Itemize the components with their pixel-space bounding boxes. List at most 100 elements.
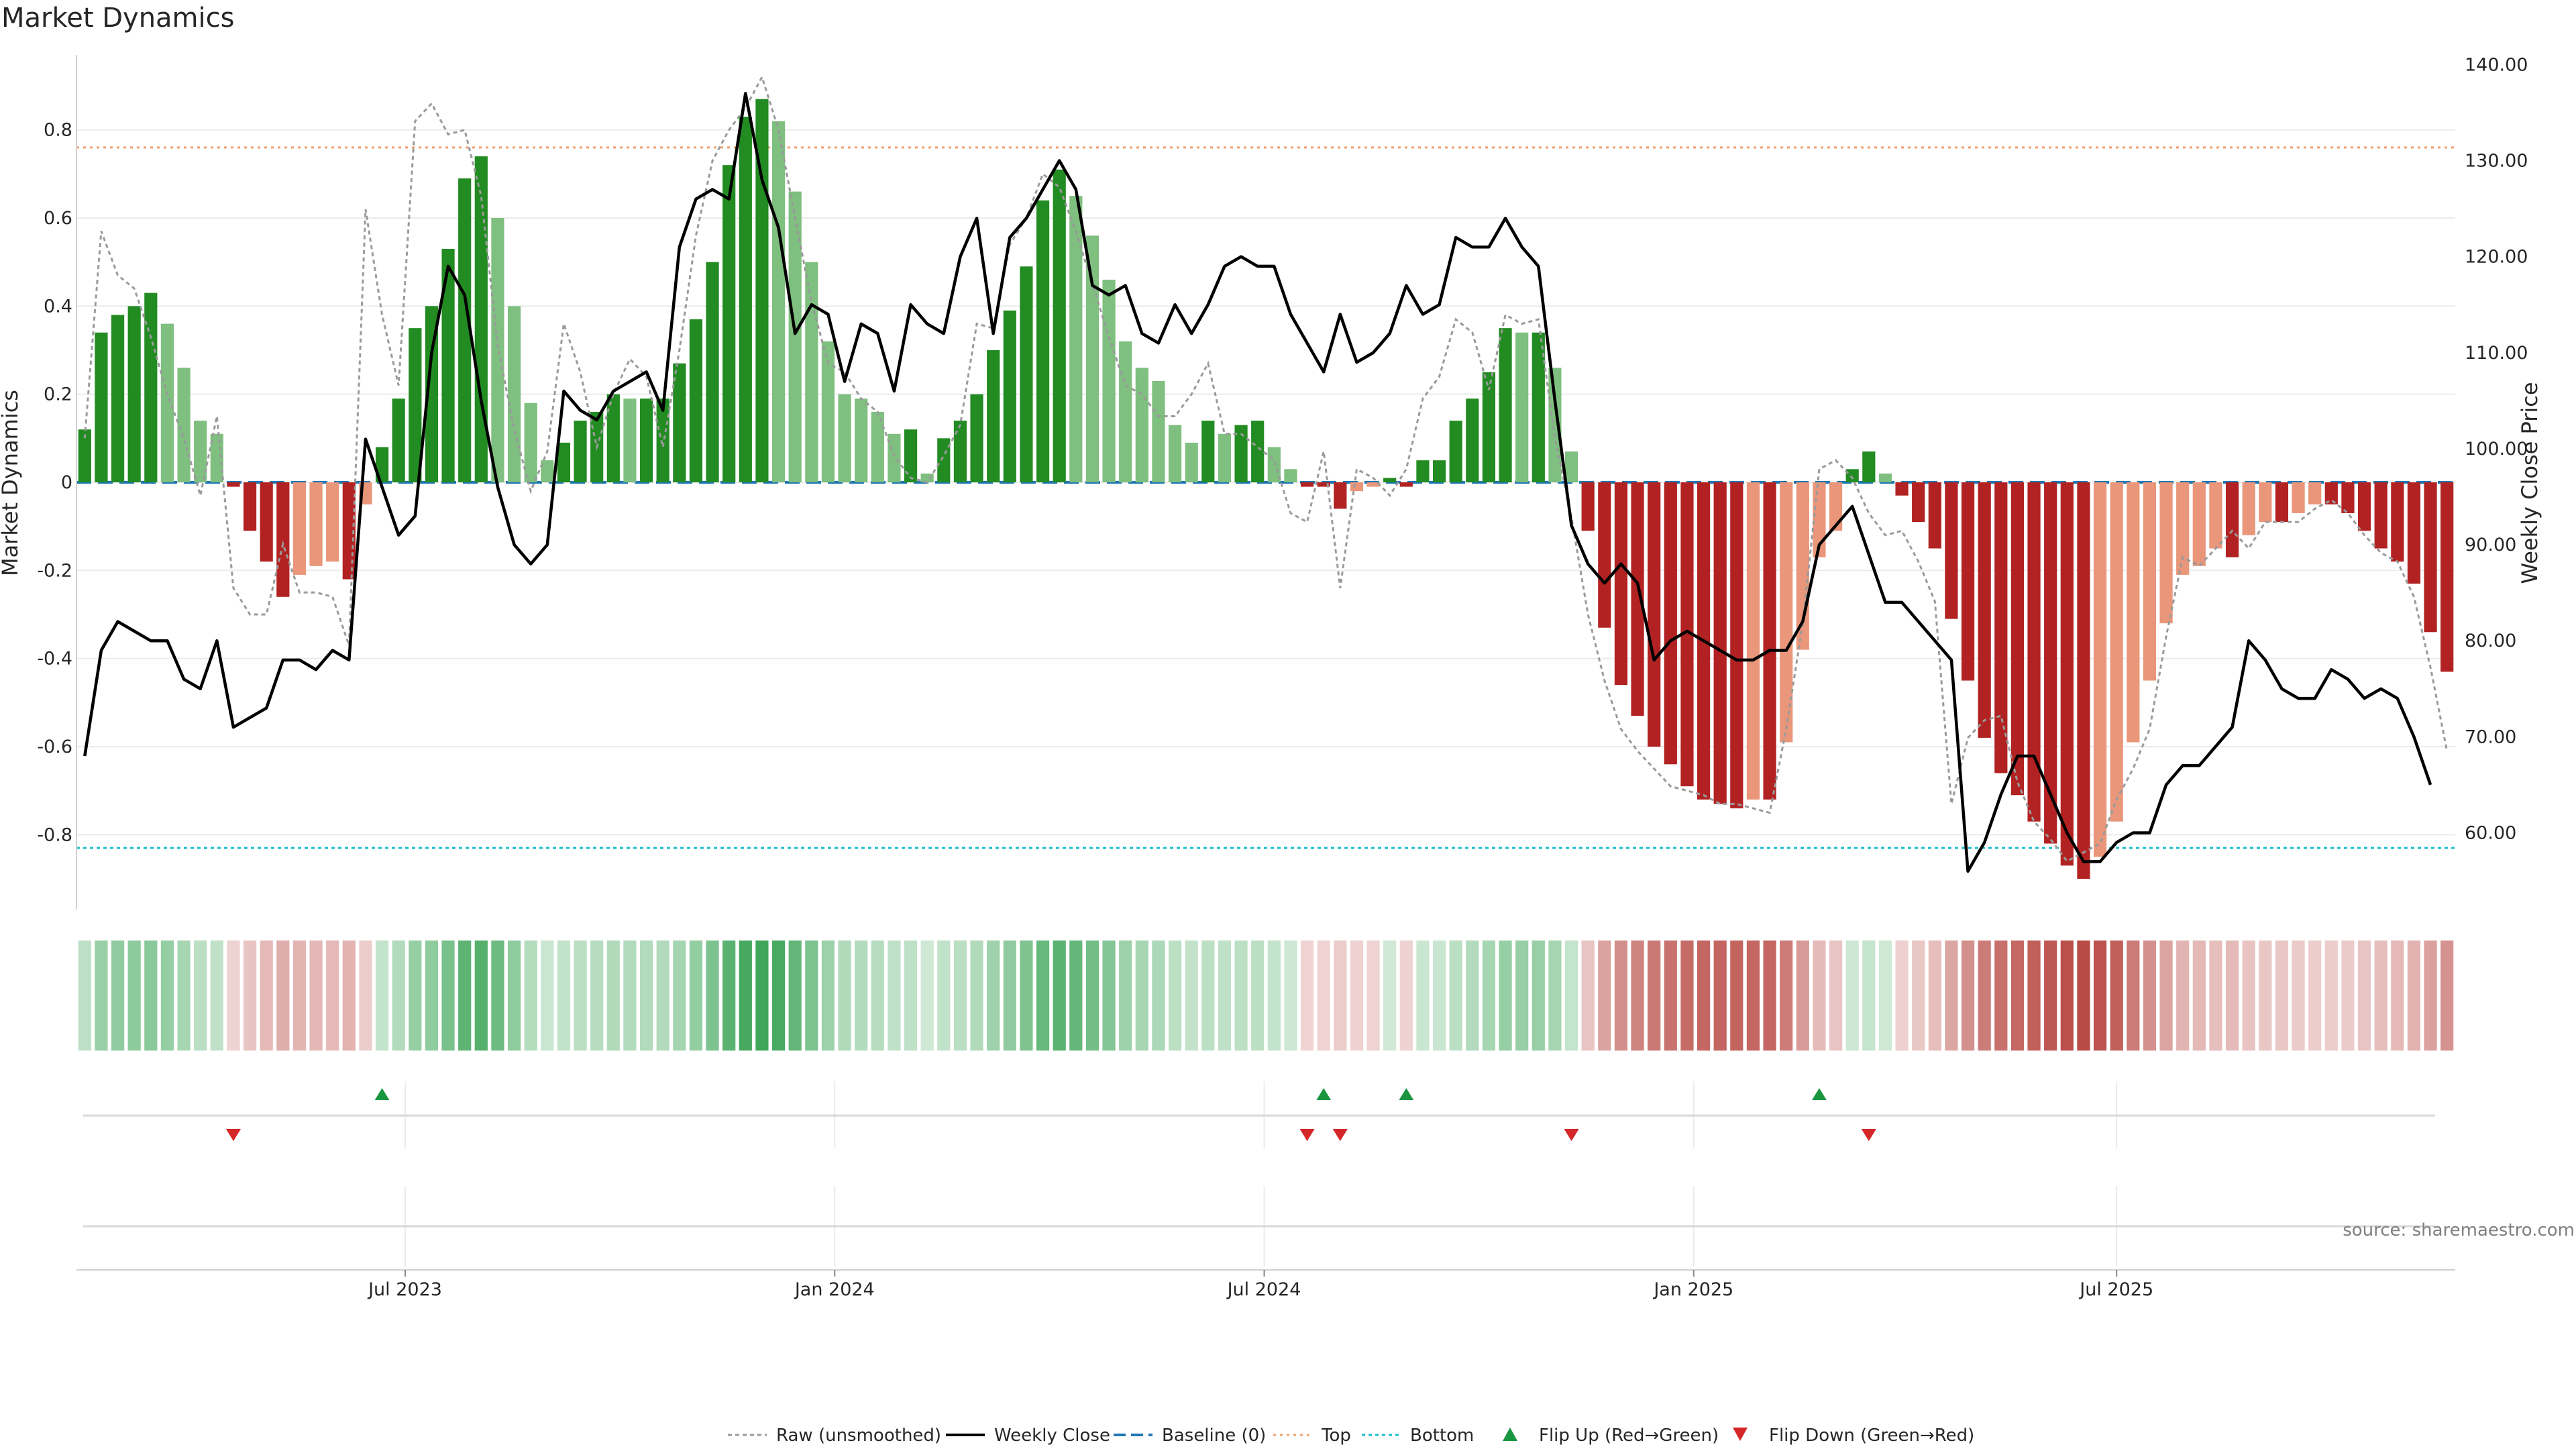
heat-cell bbox=[227, 941, 240, 1051]
bar bbox=[656, 398, 669, 482]
bar bbox=[1713, 482, 1727, 804]
bar bbox=[574, 421, 587, 482]
bar bbox=[1432, 460, 1446, 482]
bar bbox=[2044, 482, 2057, 844]
bar bbox=[1482, 372, 1496, 482]
bar bbox=[1961, 482, 1975, 681]
heat-cell bbox=[1416, 941, 1430, 1051]
legend-item-flipup: Flip Up (Red→Green) bbox=[1503, 1426, 1719, 1446]
y-tick-label-right: 100.00 bbox=[2465, 439, 2528, 460]
bar bbox=[1003, 310, 1016, 482]
bar bbox=[920, 473, 934, 482]
bar bbox=[2324, 482, 2338, 504]
heat-cell bbox=[821, 941, 835, 1051]
heat-cell bbox=[1251, 941, 1265, 1051]
flip-down-marker bbox=[1861, 1129, 1876, 1141]
heat-cell bbox=[210, 941, 223, 1051]
legend-label: Baseline (0) bbox=[1162, 1426, 1266, 1446]
legend-label: Raw (unsmoothed) bbox=[776, 1426, 941, 1446]
bar bbox=[491, 217, 504, 482]
heat-cell bbox=[1581, 941, 1595, 1051]
heat-cell bbox=[755, 941, 769, 1051]
bar bbox=[458, 178, 472, 482]
bar bbox=[441, 248, 455, 482]
bar bbox=[2176, 482, 2190, 575]
legend-item-baseline: Baseline (0) bbox=[1114, 1426, 1266, 1446]
bar bbox=[937, 438, 951, 482]
bar bbox=[1548, 368, 1562, 482]
heat-cell bbox=[1813, 941, 1826, 1051]
y-tick-label-right: 90.00 bbox=[2465, 535, 2516, 555]
heat-cell bbox=[1053, 941, 1066, 1051]
flip-down-marker bbox=[1332, 1129, 1348, 1141]
bar bbox=[1780, 482, 1793, 743]
bar bbox=[2357, 482, 2371, 531]
bar bbox=[1746, 482, 1760, 800]
bar bbox=[2077, 482, 2090, 879]
heat-cell bbox=[1383, 941, 1397, 1051]
heat-cell bbox=[1334, 941, 1347, 1051]
heat-cell bbox=[1499, 941, 1512, 1051]
heat-cell bbox=[1218, 941, 1232, 1051]
heat-cell bbox=[326, 941, 339, 1051]
bar bbox=[755, 99, 769, 482]
bar bbox=[689, 319, 703, 482]
heat-cell bbox=[2308, 941, 2322, 1051]
y-tick-label-right: 70.00 bbox=[2465, 727, 2516, 747]
heat-cell bbox=[1069, 941, 1083, 1051]
bar bbox=[1218, 433, 1232, 482]
bar bbox=[1020, 266, 1033, 482]
bar bbox=[1499, 328, 1512, 482]
bar bbox=[474, 156, 488, 482]
bar bbox=[2093, 482, 2107, 857]
y-tick-label-left: -0.2 bbox=[37, 560, 72, 581]
heat-cell bbox=[1862, 941, 1876, 1051]
bar bbox=[392, 398, 405, 482]
x-tick-label: Jul 2024 bbox=[1226, 1279, 1301, 1300]
y-tick-label-left: 0 bbox=[61, 472, 72, 493]
heat-cell bbox=[1763, 941, 1776, 1051]
heat-cell bbox=[953, 941, 967, 1051]
heat-cell bbox=[722, 941, 736, 1051]
bar bbox=[1449, 421, 1462, 482]
heat-cell bbox=[1300, 941, 1314, 1051]
bar bbox=[1763, 482, 1776, 800]
y-tick-label-right: 60.00 bbox=[2465, 822, 2516, 843]
heat-cell bbox=[441, 941, 455, 1051]
heat-cell bbox=[2192, 941, 2206, 1051]
bar bbox=[1399, 482, 1413, 487]
heat-cell bbox=[2060, 941, 2074, 1051]
y-tick-label-left: 0.6 bbox=[44, 208, 72, 229]
bar bbox=[2010, 482, 2025, 796]
heat-cell bbox=[1234, 941, 1248, 1051]
bar bbox=[160, 323, 174, 482]
heat-cell bbox=[970, 941, 983, 1051]
heat-cell bbox=[706, 941, 719, 1051]
bar bbox=[1234, 425, 1248, 482]
heat-cell bbox=[2374, 941, 2387, 1051]
bar bbox=[1515, 332, 1529, 482]
y-tick-label-right: 120.00 bbox=[2465, 247, 2528, 268]
bar bbox=[1878, 473, 1892, 482]
bar bbox=[2292, 482, 2305, 513]
flip-up-marker bbox=[374, 1088, 390, 1100]
bar bbox=[177, 368, 191, 482]
heat-cell bbox=[1945, 941, 1958, 1051]
axes: -0.8 -0.6 -0.4 -0.2 0 0.2 0.4 0.6 0.8 60.00 70.00 8… bbox=[37, 54, 2528, 910]
heat-cell bbox=[920, 941, 934, 1051]
heat-cell bbox=[1829, 941, 1843, 1051]
bar bbox=[1945, 482, 1958, 619]
bar bbox=[788, 191, 802, 482]
bar bbox=[838, 394, 851, 482]
heat-cell bbox=[1961, 941, 1975, 1051]
y-tick-label-left: -0.8 bbox=[37, 824, 72, 845]
bar bbox=[1152, 380, 1165, 482]
heat-cell bbox=[639, 941, 653, 1051]
heat-cell bbox=[1697, 941, 1711, 1051]
bar bbox=[1466, 398, 1479, 482]
bar bbox=[1334, 482, 1347, 509]
heat-cell bbox=[2044, 941, 2057, 1051]
bar bbox=[541, 460, 554, 482]
heat-cell bbox=[904, 941, 918, 1051]
bar bbox=[639, 398, 653, 482]
